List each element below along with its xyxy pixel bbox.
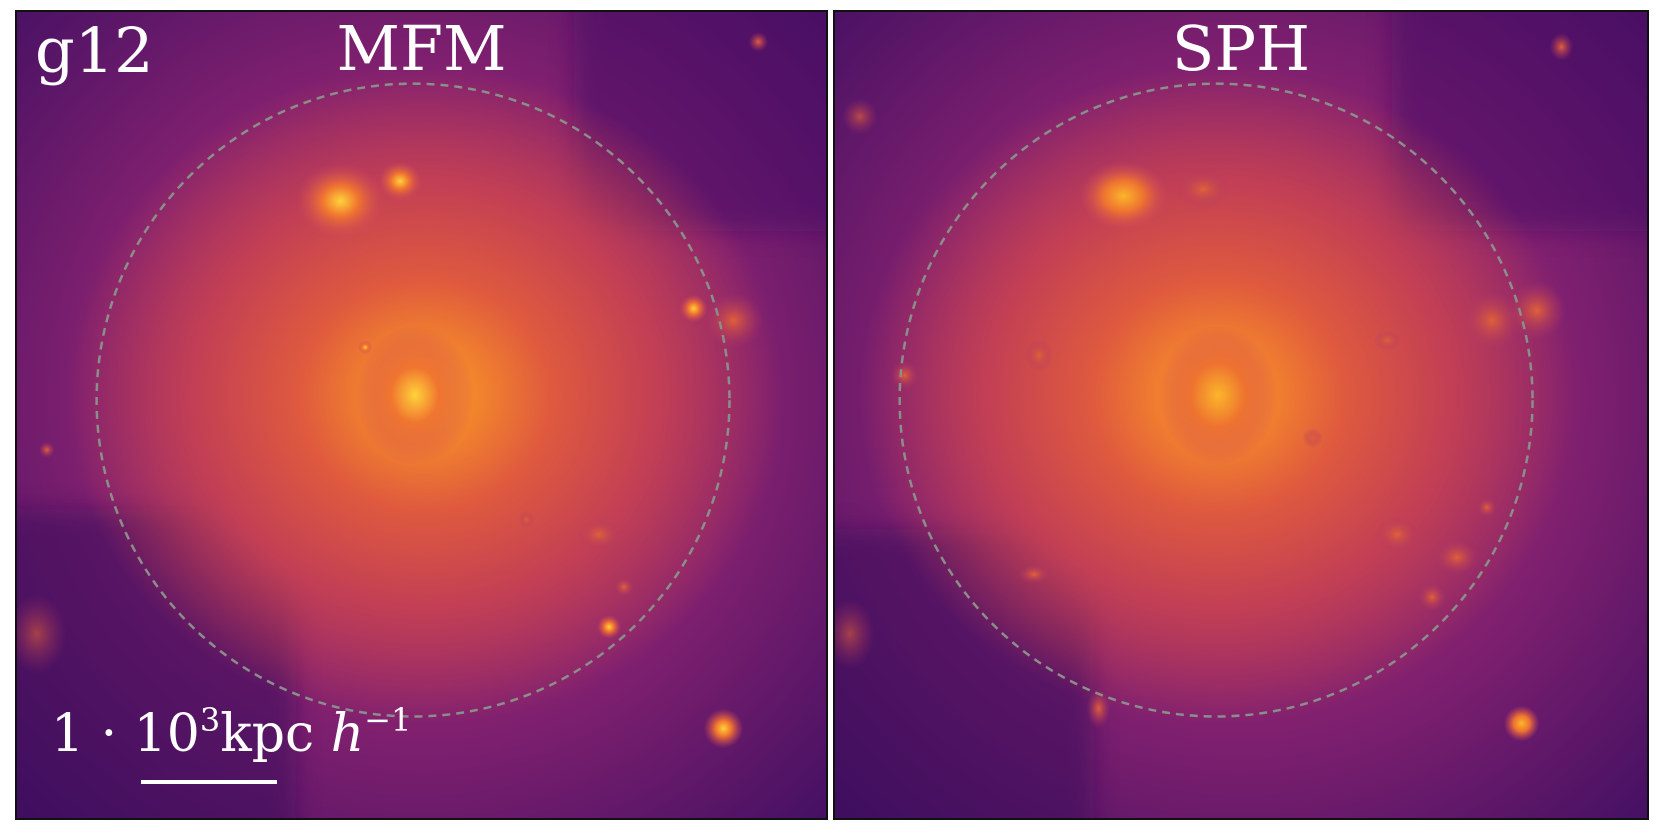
subhalo: [1506, 280, 1567, 341]
scale-exponent: 3: [199, 701, 221, 739]
halo-core: [355, 325, 475, 465]
subhalo: [703, 708, 744, 749]
subhalo: [679, 294, 708, 323]
subhalo: [703, 292, 764, 349]
subhalo: [1549, 32, 1574, 61]
subhalo: [1018, 564, 1050, 585]
subhalo: [748, 31, 769, 52]
subhalo: [597, 615, 622, 639]
subhalo: [1375, 516, 1420, 553]
subhalo: [1435, 539, 1479, 576]
scale-h: h: [330, 704, 365, 764]
scale-h-exponent: −1: [364, 701, 412, 739]
scale-unit: kpc: [220, 704, 315, 764]
subhalo: [378, 161, 422, 202]
subhalo: [1302, 427, 1323, 448]
subhalo: [295, 163, 386, 239]
scale-bar-label: 1 · 103kpc h−1: [51, 704, 411, 760]
virial-radius-circle: [95, 82, 731, 718]
subhalo: [614, 577, 634, 598]
subhalo: [38, 441, 55, 458]
panel-title-sph: SPH: [1171, 12, 1311, 85]
mfm-density-map: [17, 12, 826, 818]
panel-title-mfm: MFM: [336, 12, 507, 85]
simulation-label: g12: [35, 14, 154, 87]
subhalo: [358, 340, 373, 355]
subhalo: [17, 594, 67, 674]
subhalo: [577, 518, 622, 551]
scale-bar: [141, 780, 277, 784]
subhalo: [1086, 688, 1111, 729]
subhalo: [1373, 330, 1402, 351]
subhalo: [518, 511, 535, 528]
subhalo: [1418, 583, 1446, 612]
subhalo: [835, 599, 875, 669]
subhalo: [1175, 169, 1232, 210]
subhalo: [890, 361, 919, 390]
subhalo: [1476, 497, 1497, 518]
sph-density-map: [835, 12, 1647, 818]
subhalo: [1461, 290, 1522, 351]
mfm-panel: MFM g12 1 · 103kpc h−1: [15, 10, 828, 820]
subhalo: [1078, 161, 1169, 231]
subhalo: [841, 98, 878, 135]
scale-prefix: 1 · 10: [51, 704, 200, 764]
halo-core: [1158, 325, 1278, 465]
sph-panel: SPH: [833, 10, 1649, 820]
virial-radius-circle: [898, 82, 1534, 718]
subhalo: [1503, 705, 1540, 742]
subhalo: [1025, 339, 1053, 372]
